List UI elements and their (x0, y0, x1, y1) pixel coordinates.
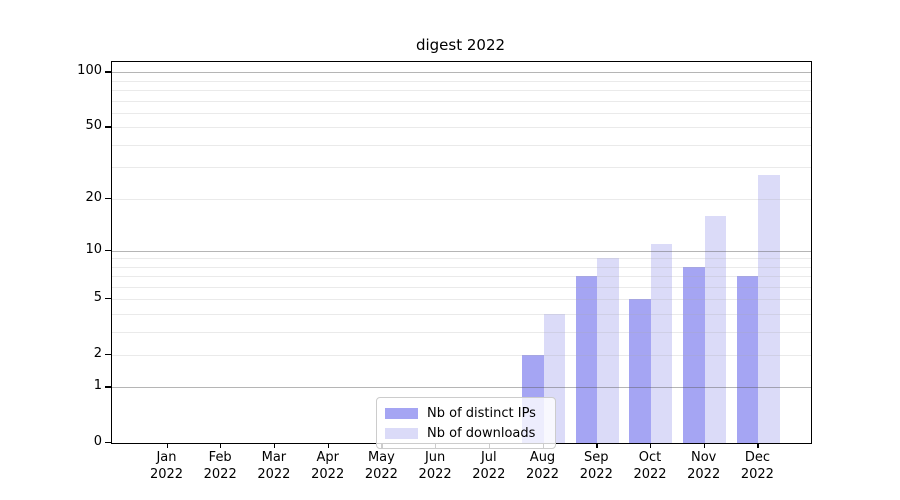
x-tick-apr (327, 443, 329, 448)
y-tick-1 (105, 386, 111, 388)
x-tick-month: Dec (744, 450, 770, 465)
legend-label-downloads: Nb of downloads (427, 425, 536, 441)
gridline-minor-2 (112, 354, 811, 356)
bar-downloads-nov (704, 215, 727, 443)
y-tick-100 (105, 71, 111, 73)
legend-item-distinct-ips: Nb of distinct IPs (385, 405, 545, 421)
gridline-minor-6 (112, 286, 811, 288)
x-tick-month: May (367, 450, 395, 465)
y-tick-50 (105, 126, 111, 128)
gridline-minor-50 (112, 127, 811, 129)
legend-swatch-distinct-ips (385, 407, 418, 419)
y-tick-label-2: 2 (93, 345, 102, 361)
x-tick-year: 2022 (418, 467, 452, 482)
x-tick-nov (703, 443, 705, 448)
legend-swatch-downloads (385, 427, 418, 439)
x-tick-label-oct: Oct 2022 (618, 449, 682, 483)
x-tick-year: 2022 (472, 467, 506, 482)
x-tick-sep (596, 443, 598, 448)
x-tick-label-nov: Nov 2022 (672, 449, 736, 483)
x-tick-dec (757, 443, 759, 448)
x-tick-jan (166, 443, 168, 448)
x-tick-label-jun: Jun 2022 (403, 449, 467, 483)
gridline-minor-60 (112, 112, 811, 114)
bar-distinct-ips-dec (736, 276, 759, 443)
x-tick-label-mar: Mar 2022 (242, 449, 306, 483)
x-tick-month: Jan (156, 450, 177, 465)
x-tick-month: Jul (480, 450, 497, 465)
gridline-minor-7 (112, 276, 811, 277)
x-tick-label-apr: Apr 2022 (296, 449, 360, 483)
x-tick-year: 2022 (579, 467, 613, 482)
x-tick-label-sep: Sep 2022 (564, 449, 628, 483)
x-tick-year: 2022 (203, 467, 237, 482)
x-tick-label-jul: Jul 2022 (457, 449, 521, 483)
gridline-minor-8 (112, 266, 811, 268)
x-tick-label-dec: Dec 2022 (725, 449, 789, 483)
x-tick-year: 2022 (257, 467, 291, 482)
x-tick-month: Aug (529, 450, 556, 465)
bar-distinct-ips-nov (683, 266, 705, 443)
x-tick-month: Mar (261, 450, 287, 465)
x-tick-year: 2022 (633, 467, 667, 482)
gridline-minor-9 (112, 258, 811, 260)
x-tick-month: Nov (691, 450, 717, 465)
gridline-minor-3 (112, 331, 811, 333)
y-tick-label-1: 1 (93, 378, 102, 394)
gridline-major-10 (112, 250, 811, 252)
plot-area (111, 61, 812, 444)
bar-downloads-oct (650, 243, 673, 443)
bar-distinct-ips-oct (629, 299, 651, 443)
y-tick-label-50: 50 (85, 118, 102, 134)
gridline-minor-70 (112, 100, 811, 102)
gridline-minor-30 (112, 167, 811, 169)
chart-title: digest 2022 (415, 36, 506, 54)
x-tick-label-feb: Feb 2022 (188, 449, 252, 483)
x-tick-year: 2022 (525, 467, 560, 482)
gridline-major-100 (112, 72, 811, 74)
legend-item-downloads: Nb of downloads (385, 425, 545, 441)
x-tick-month: Jun (424, 450, 446, 465)
gridline-major-1 (112, 387, 811, 389)
bar-distinct-ips-sep (575, 276, 598, 443)
x-tick-feb (220, 443, 222, 448)
y-tick-5 (105, 298, 111, 300)
bar-downloads-dec (758, 175, 780, 443)
x-tick-month: Sep (584, 450, 609, 465)
gridline-minor-20 (112, 198, 811, 200)
y-tick-10 (105, 249, 111, 251)
legend: Nb of distinct IPs Nb of downloads (376, 397, 556, 449)
y-tick-label-20: 20 (85, 189, 102, 205)
gridline-minor-90 (112, 80, 811, 82)
x-tick-year: 2022 (740, 467, 774, 482)
gridline-minor-80 (112, 90, 811, 92)
x-tick-label-jan: Jan 2022 (135, 449, 199, 483)
x-tick-year: 2022 (149, 467, 184, 482)
y-tick-label-100: 100 (77, 63, 102, 79)
x-tick-month: Apr (316, 450, 339, 465)
y-tick-label-0: 0 (93, 434, 102, 449)
x-tick-year: 2022 (687, 467, 721, 482)
y-tick-label-5: 5 (93, 290, 102, 306)
y-tick-label-10: 10 (85, 241, 102, 257)
gridline-minor-40 (112, 144, 811, 146)
legend-label-distinct-ips: Nb of distinct IPs (427, 405, 536, 421)
x-tick-label-aug: Aug 2022 (511, 449, 575, 483)
x-tick-label-may: May 2022 (349, 449, 413, 483)
x-tick-mar (273, 443, 276, 448)
x-tick-month: Oct (638, 450, 662, 465)
y-tick-2 (105, 353, 111, 356)
gridline-minor-5 (112, 299, 811, 301)
gridline-minor-4 (112, 313, 811, 315)
x-tick-year: 2022 (364, 467, 398, 482)
x-tick-oct (650, 443, 652, 448)
x-tick-year: 2022 (311, 467, 345, 482)
bar-downloads-sep (597, 258, 619, 443)
y-tick-0 (105, 442, 111, 444)
x-tick-month: Feb (208, 450, 232, 465)
y-tick-20 (105, 197, 111, 199)
